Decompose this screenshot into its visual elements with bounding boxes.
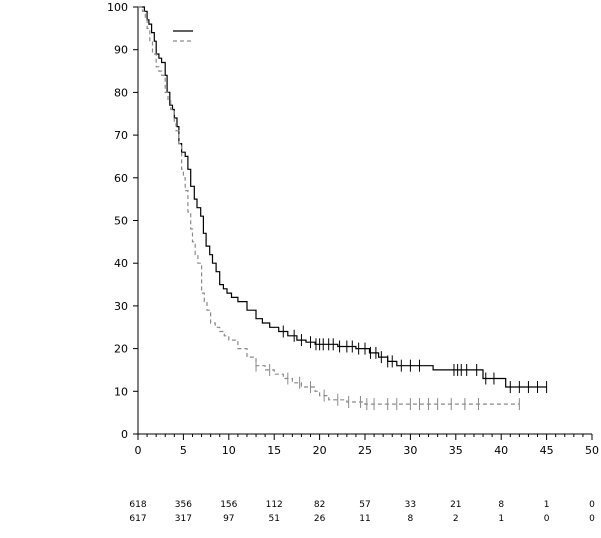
y-tick-label: 80 [114,86,128,99]
risk-count: 617 [129,514,146,524]
risk-count: 82 [314,500,325,510]
risk-count: 26 [314,514,326,524]
risk-count: 8 [408,514,414,524]
risk-count: 97 [223,514,234,524]
x-tick-label: 5 [180,444,187,457]
risk-count: 8 [498,500,504,510]
x-tick-label: 10 [222,444,236,457]
risk-count: 0 [589,514,595,524]
legend [173,30,193,42]
risk-count: 51 [268,514,279,524]
risk-count: 1 [544,500,550,510]
x-tick-label: 0 [135,444,142,457]
risk-count: 21 [450,500,461,510]
risk-count: 33 [405,500,416,510]
risk-count: 1 [498,514,504,524]
y-tick-label: 100 [107,1,128,14]
risk-count: 0 [544,514,550,524]
x-tick-label: 40 [494,444,508,457]
y-tick-label: 10 [114,385,128,398]
y-tick-label: 40 [114,257,128,270]
x-tick-label: 45 [540,444,554,457]
x-tick-label: 20 [313,444,327,457]
y-tick-label: 70 [114,129,128,142]
risk-count: 618 [129,500,146,510]
x-tick-label: 35 [449,444,463,457]
survival-curve-1 [138,6,547,388]
x-tick-label: 50 [585,444,599,457]
y-tick-label: 0 [121,428,128,441]
risk-count: 0 [589,500,595,510]
y-tick-label: 60 [114,172,128,185]
risk-count: 317 [175,514,192,524]
risk-count: 11 [359,514,370,524]
y-tick-label: 20 [114,343,128,356]
chart-axes: 0 10 20 30 40 50 60 70 80 90 100 0 5 10 15 20 25 30 35 40 45… [107,1,599,457]
x-tick-label: 30 [403,444,417,457]
risk-count: 112 [266,500,283,510]
risk-count: 2 [453,514,459,524]
x-tick-label: 25 [358,444,372,457]
y-tick-label: 50 [114,215,128,228]
plot-area [138,6,548,411]
risk-count: 57 [359,500,370,510]
y-tick-label: 30 [114,300,128,313]
risk-count: 356 [175,500,192,510]
y-tick-label: 90 [114,44,128,57]
x-tick-label: 15 [267,444,281,457]
risk-count: 156 [220,500,237,510]
